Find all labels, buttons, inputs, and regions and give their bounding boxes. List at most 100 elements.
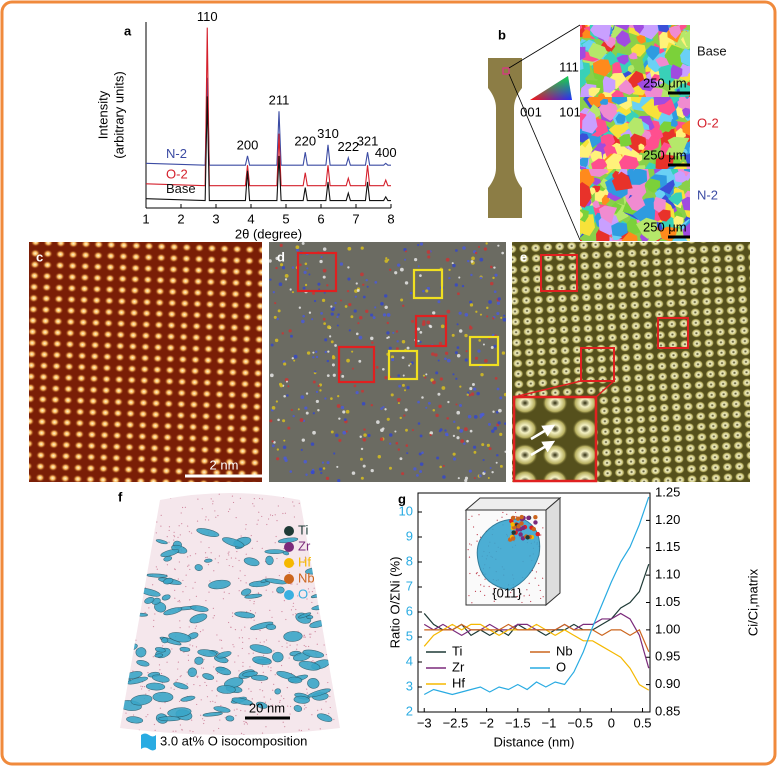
atom: [386, 321, 389, 325]
ion: [276, 520, 278, 522]
grain: [618, 133, 632, 147]
ion: [262, 671, 264, 673]
ion: [155, 532, 157, 534]
ion: [258, 592, 260, 594]
ion: [326, 522, 328, 524]
ion: [248, 688, 250, 690]
ion: [131, 500, 133, 502]
ion: [314, 556, 316, 558]
ion: [151, 500, 154, 502]
atom: [376, 420, 380, 424]
atom: [419, 242, 424, 246]
atom: [467, 259, 470, 263]
ion: [332, 550, 334, 552]
atom: [457, 292, 460, 296]
atom: [469, 429, 473, 433]
atom: [305, 473, 308, 476]
legend-marker: [284, 558, 294, 568]
ion: [253, 600, 255, 603]
ion: [297, 595, 299, 597]
atom: [370, 336, 374, 341]
ion: [127, 607, 130, 610]
atom: [388, 268, 392, 272]
ion: [239, 570, 241, 572]
ion: [214, 558, 216, 560]
atom: [500, 316, 503, 319]
ion: [244, 710, 246, 712]
ion: [313, 554, 315, 556]
o-isosurface: [265, 555, 274, 566]
ion: [275, 535, 277, 538]
ion: [267, 666, 269, 668]
ion: [542, 527, 544, 529]
ion: [127, 659, 129, 661]
ion: [329, 620, 331, 622]
ion: [333, 648, 335, 650]
atom: [421, 322, 426, 327]
atom: [360, 447, 364, 451]
ion: [468, 595, 470, 597]
ion: [219, 639, 221, 641]
ion: [153, 510, 155, 512]
atom: [315, 390, 319, 393]
o-isosurface: [272, 651, 284, 663]
grain: [590, 25, 612, 42]
atom: [425, 406, 428, 409]
ion: [129, 500, 131, 502]
ion: [476, 540, 478, 542]
grain: [651, 74, 660, 82]
grain: [580, 25, 583, 30]
atom: [429, 433, 432, 437]
ion: [286, 646, 288, 648]
atom: [472, 445, 477, 449]
peak-label: 211: [269, 93, 290, 108]
ion: [203, 722, 205, 725]
atom: [354, 295, 357, 298]
atom: [502, 317, 506, 322]
x-tick-label: −1: [542, 715, 557, 730]
atom: [365, 309, 369, 313]
ion: [123, 691, 126, 693]
ion: [188, 564, 190, 566]
o-isosurface: [274, 688, 282, 695]
ion: [170, 687, 172, 689]
ion: [191, 719, 193, 721]
atom: [322, 275, 326, 279]
atom: [372, 316, 376, 320]
atom: [477, 349, 481, 353]
grain: [668, 192, 683, 206]
map-label: N-2: [697, 187, 718, 202]
y2-tick-label: 0.90: [655, 676, 680, 691]
atom: [465, 350, 468, 353]
ion: [279, 701, 281, 703]
ion: [286, 687, 288, 689]
atom: [453, 420, 456, 424]
ion: [334, 571, 336, 573]
atom: [339, 299, 343, 302]
ion: [235, 517, 237, 519]
ion: [128, 611, 131, 613]
y2-tick-label: 1.20: [655, 512, 680, 527]
ion: [196, 675, 198, 677]
ion: [206, 556, 208, 558]
ion: [325, 730, 327, 732]
atom: [455, 377, 458, 380]
cluster-atom: [533, 514, 538, 520]
ion: [318, 587, 320, 589]
atom-map-bg: [269, 242, 506, 482]
atom: [437, 392, 441, 396]
atom: [361, 389, 364, 393]
region-marker: [502, 67, 510, 75]
ion: [264, 701, 266, 703]
atom: [414, 258, 418, 262]
atom: [483, 470, 486, 473]
ion: [208, 546, 210, 549]
ion: [128, 513, 130, 515]
ion: [298, 729, 300, 731]
atom: [495, 461, 498, 464]
grain: [580, 182, 592, 208]
atom: [437, 300, 441, 304]
cluster-atom: [518, 532, 523, 537]
ion: [131, 519, 133, 521]
ion: [121, 583, 124, 585]
